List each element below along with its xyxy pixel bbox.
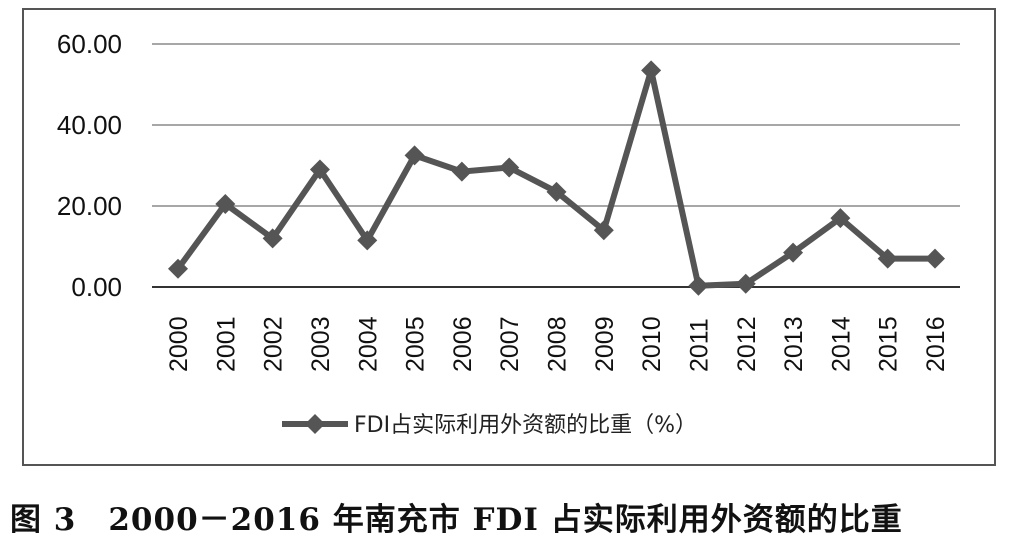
data-point: [168, 258, 188, 279]
x-tick-label: 2013: [780, 316, 808, 372]
x-tick-label: 2006: [449, 316, 477, 372]
data-point: [309, 159, 330, 180]
x-tick-label: 2003: [307, 316, 335, 372]
data-point: [357, 230, 378, 251]
x-tick-label: 2000: [165, 316, 193, 372]
x-tick-label: 2014: [827, 316, 855, 372]
y-tick-label: 40.00: [57, 110, 122, 140]
data-point: [262, 228, 283, 249]
legend-label: FDI占实际利用外资额的比重（%）: [354, 413, 697, 438]
x-tick-label: 2005: [402, 316, 430, 372]
data-point: [451, 161, 472, 182]
figure-caption: 图 3 2000－2016 年南充市 FDI 占实际利用外资额的比重: [10, 502, 903, 538]
legend-marker: [305, 414, 325, 434]
x-tick-label: 2008: [544, 316, 572, 372]
x-tick-label: 2016: [922, 316, 950, 372]
data-point: [499, 157, 520, 178]
x-tick-label: 2011: [685, 318, 713, 372]
x-tick-label: 2012: [733, 316, 761, 372]
data-point: [925, 248, 945, 269]
x-tick-label: 2007: [496, 316, 524, 372]
data-point: [593, 220, 614, 241]
x-tick-label: 2001: [212, 316, 240, 372]
data-point: [215, 193, 236, 214]
data-point: [830, 208, 851, 229]
series-line: [175, 69, 935, 289]
x-tick-label: 2004: [354, 316, 382, 372]
chart-frame: [22, 8, 996, 466]
y-tick-label: 0.00: [71, 272, 122, 302]
x-tick-label: 2010: [638, 316, 666, 372]
x-tick-label: 2002: [260, 316, 288, 372]
y-tick-label: 20.00: [57, 191, 122, 221]
data-point: [783, 242, 804, 263]
data-point: [688, 275, 709, 296]
line-chart: 0.00 20.00 40.00 60.00 2000 2001 2002 2003 2004 2…: [57, 29, 960, 438]
data-point: [641, 60, 662, 81]
data-point: [546, 181, 567, 202]
x-tick-label: 2009: [591, 316, 619, 372]
data-point: [735, 273, 756, 294]
data-point: [877, 248, 898, 269]
x-tick-label: 2015: [875, 316, 903, 372]
data-point: [404, 145, 425, 166]
y-tick-label: 60.00: [57, 29, 122, 59]
